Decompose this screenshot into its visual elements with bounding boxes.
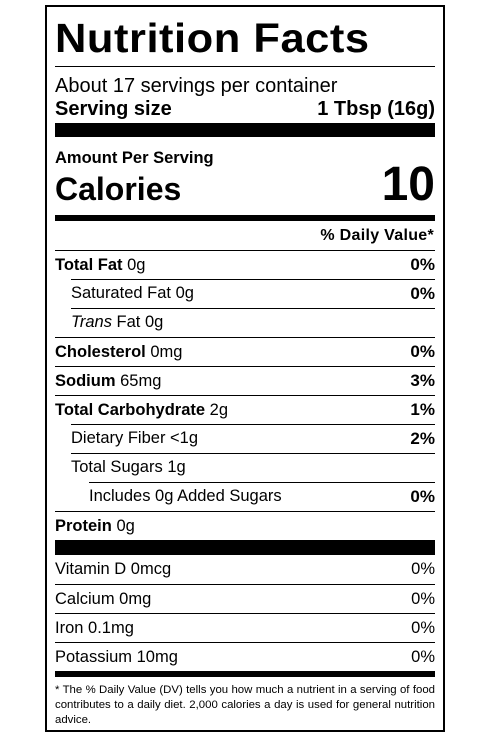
serving-size-label: Serving size: [55, 98, 172, 120]
footnote: * The % Daily Value (DV) tells you how m…: [55, 684, 435, 726]
nutrient-name-italic: Trans: [71, 313, 112, 331]
nutrient-row-total-fat: Total Fat 0g 0%: [55, 250, 435, 279]
medium-divider: [55, 671, 435, 677]
serving-size-row: Serving size 1 Tbsp (16g): [55, 97, 435, 121]
nutrient-amount: 0mg: [150, 342, 183, 361]
nutrient-name: Total Sugars: [71, 458, 163, 476]
vitamin-row-vitamin-d: Vitamin D 0mcg 0%: [55, 555, 435, 584]
nutrient-dv: 1%: [410, 400, 435, 419]
nutrient-name: Includes 0g Added Sugars: [89, 487, 282, 505]
thick-divider: [55, 123, 435, 137]
amount-per-serving: Amount Per Serving: [55, 149, 214, 167]
nutrient-row-total-carbohydrate: Total Carbohydrate 2g 1%: [55, 395, 435, 424]
vitamin-name: Vitamin D 0mcg: [55, 560, 172, 578]
nutrient-dv: 0%: [410, 342, 435, 361]
serving-size-value: 1 Tbsp (16g): [317, 98, 435, 120]
nutrient-row-cholesterol: Cholesterol 0mg 0%: [55, 337, 435, 366]
nutrient-amount: 0g: [116, 516, 135, 535]
nutrient-row-trans-fat: Trans Fat 0g: [55, 308, 435, 337]
label-title: Nutrition Facts: [55, 15, 370, 61]
vitamin-dv: 0%: [411, 618, 435, 637]
medium-divider: [55, 215, 435, 221]
vitamin-row-potassium: Potassium 10mg 0%: [55, 642, 435, 671]
nutrient-name: Cholesterol: [55, 342, 146, 361]
vitamin-dv: 0%: [411, 560, 435, 578]
divider: [55, 66, 435, 67]
nutrient-amount: 1g: [167, 458, 186, 476]
nutrient-name: Saturated Fat: [71, 284, 171, 302]
calories-row: Calories 10: [55, 161, 435, 209]
nutrient-amount: <1g: [170, 429, 199, 447]
nutrient-row-dietary-fiber: Dietary Fiber <1g 2%: [55, 424, 435, 453]
nutrient-dv: 0%: [410, 486, 435, 506]
nutrient-name: Dietary Fiber: [71, 429, 166, 447]
vitamin-name: Calcium 0mg: [55, 589, 152, 608]
nutrient-dv: 2%: [410, 428, 435, 448]
vitamin-name: Potassium 10mg: [55, 647, 178, 666]
nutrient-name: Protein: [55, 516, 112, 535]
nutrient-name: Total Fat: [55, 255, 123, 274]
vitamin-row-calcium: Calcium 0mg 0%: [55, 584, 435, 613]
nutrient-name: Total Carbohydrate: [55, 400, 206, 419]
vitamin-name: Iron 0.1mg: [55, 618, 134, 637]
nutrient-amount: 2g: [209, 400, 228, 419]
nutrient-row-protein: Protein 0g: [55, 511, 435, 540]
nutrient-row-total-sugars: Total Sugars 1g: [55, 453, 435, 482]
nutrient-row-added-sugars: Includes 0g Added Sugars 0%: [55, 482, 435, 511]
vitamin-dv: 0%: [411, 647, 435, 666]
daily-value-header: % Daily Value*: [320, 227, 434, 244]
nutrient-dv: 3%: [410, 371, 435, 390]
calories-value: 10: [381, 158, 435, 211]
nutrient-amount: 0g: [175, 284, 194, 302]
nutrient-amount: 0g: [127, 255, 146, 274]
nutrient-dv: 0%: [410, 283, 435, 303]
nutrient-row-sodium: Sodium 65mg 3%: [55, 366, 435, 395]
servings-per-container: About 17 servings per container: [55, 75, 338, 97]
nutrient-row-saturated-fat: Saturated Fat 0g 0%: [55, 279, 435, 308]
nutrient-amount: 0g: [144, 313, 164, 331]
vitamin-row-iron: Iron 0.1mg 0%: [55, 613, 435, 642]
nutrient-name-rest: Fat: [111, 313, 141, 331]
nutrient-dv: 0%: [410, 255, 435, 274]
calories-label: Calories: [55, 171, 182, 207]
vitamin-dv: 0%: [411, 589, 435, 608]
thick-divider: [55, 540, 435, 555]
nutrient-amount: 65mg: [120, 371, 162, 390]
nutrient-name: Sodium: [55, 371, 116, 390]
nutrition-facts-label: Nutrition Facts About 17 servings per co…: [45, 5, 445, 732]
